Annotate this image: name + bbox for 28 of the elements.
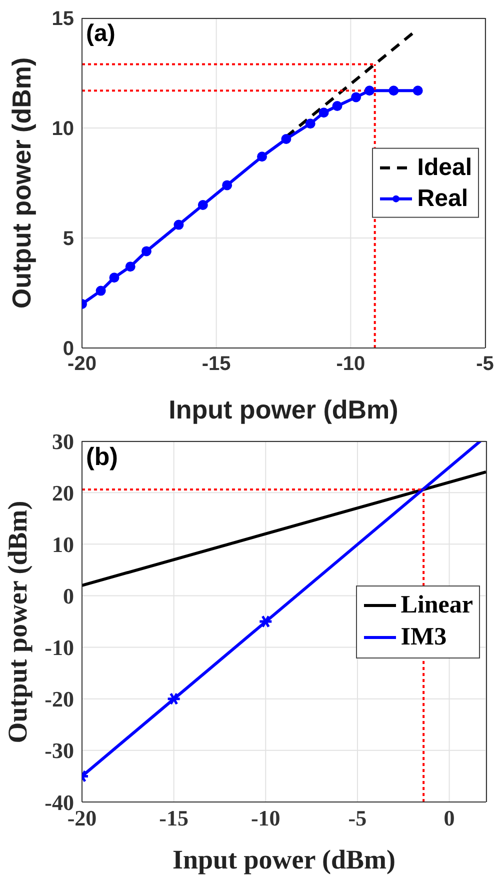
y-axis-title: Output power (dBm) <box>6 57 38 309</box>
legend-label: Ideal <box>417 152 472 183</box>
y-axis-title: Output power (dBm) <box>2 500 34 743</box>
x-tick-label: -15 <box>159 806 188 831</box>
y-tick-label: 10 <box>52 118 74 140</box>
y-tick-label: 5 <box>62 228 74 250</box>
x-tick-label: 0 <box>444 806 455 831</box>
annotation: (a) <box>86 20 116 48</box>
y-tick-label: 15 <box>52 8 74 30</box>
x-axis-title: Input power (dBm) <box>168 394 398 426</box>
x-tick-label: -10 <box>336 353 366 376</box>
y-tick-label: -20 <box>44 686 74 712</box>
x-tick-label: -5 <box>348 806 367 831</box>
x-axis-title: Input power (dBm) <box>172 844 396 876</box>
y-tick-label: 20 <box>52 480 74 506</box>
legend-label: IM3 <box>400 622 447 652</box>
y-tick-label: -10 <box>44 635 74 660</box>
legend-label: Linear <box>400 590 473 620</box>
x-tick-label: -10 <box>250 806 280 831</box>
y-tick-label: 0 <box>63 584 74 609</box>
y-tick-label: 30 <box>52 428 74 454</box>
legend-label: Real <box>417 184 468 214</box>
annotation: (b) <box>86 443 118 472</box>
x-tick-label: -15 <box>202 353 231 376</box>
y-tick-label: 0 <box>62 338 74 360</box>
y-tick-label: 10 <box>52 532 74 557</box>
y-tick-label: -30 <box>44 738 74 764</box>
x-tick-label: -5 <box>476 353 494 376</box>
